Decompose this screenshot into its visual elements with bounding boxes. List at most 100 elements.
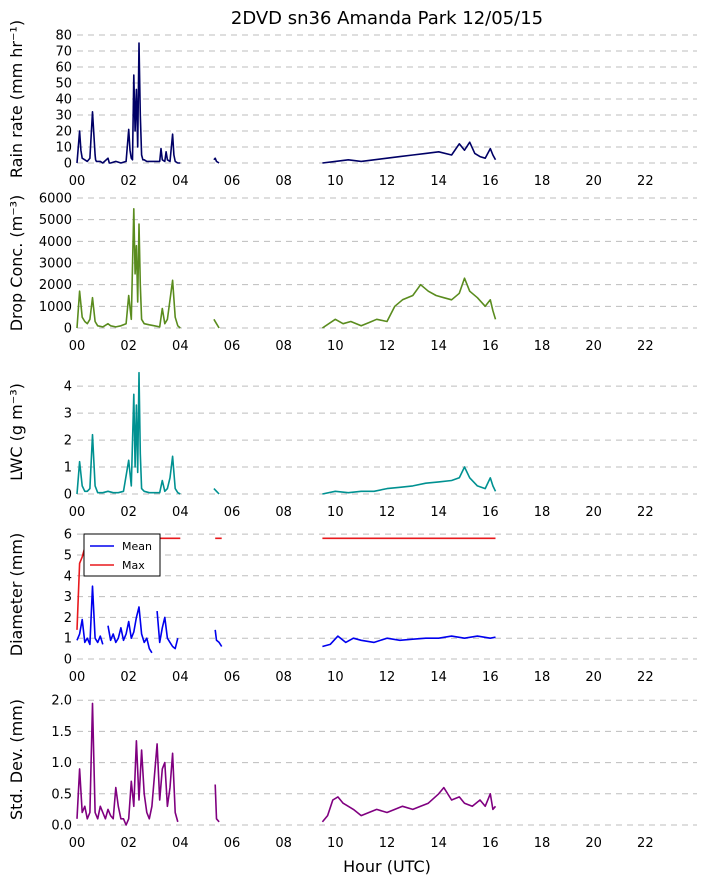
y-tick-label: 10	[55, 141, 72, 156]
x-tick-label: 08	[275, 174, 292, 189]
x-tick-label: 06	[224, 339, 241, 354]
x-tick-label: 16	[482, 339, 499, 354]
x-tick-label: 12	[379, 836, 396, 851]
x-tick-label: 10	[327, 174, 344, 189]
y-tick-label: 40	[55, 93, 72, 108]
x-tick-label: 22	[637, 339, 654, 354]
y-tick-label: 1000	[39, 300, 72, 315]
x-tick-label: 18	[534, 836, 551, 851]
legend-entry: Max	[122, 559, 145, 572]
y-tick-label: 1.0	[51, 756, 72, 771]
y-tick-label: 0	[64, 653, 72, 668]
x-tick-label: 08	[275, 505, 292, 520]
y-tick-label: 30	[55, 109, 72, 124]
y-tick-label: 80	[55, 29, 72, 44]
y-axis-label: Rain rate (mm hr⁻¹)	[7, 20, 26, 178]
series-line	[76, 42, 497, 164]
x-tick-label: 18	[534, 505, 551, 520]
series-line	[76, 702, 497, 826]
panel-5: 0.0 0.5 1.0 1.5 2.0 00 02 04 06 08 10 12 14 16 18 20 22 S…	[7, 694, 697, 851]
x-tick-label: 00	[69, 505, 86, 520]
x-axis-label: Hour (UTC)	[343, 857, 431, 876]
y-tick-label: 0	[64, 488, 72, 503]
x-tick-label: 16	[482, 174, 499, 189]
y-tick-label: 1	[64, 461, 72, 476]
x-tick-label: 22	[637, 670, 654, 685]
x-tick-label: 14	[430, 505, 447, 520]
x-tick-label: 18	[534, 670, 551, 685]
x-tick-label: 14	[430, 339, 447, 354]
x-tick-label: 12	[379, 339, 396, 354]
y-tick-label: 4000	[39, 235, 72, 250]
y-tick-label: 3	[64, 590, 72, 605]
y-tick-label: 0.5	[51, 787, 72, 802]
y-tick-label: 3000	[39, 257, 72, 272]
series-line-mean	[76, 585, 496, 654]
x-tick-label: 18	[534, 174, 551, 189]
x-tick-label: 14	[430, 836, 447, 851]
x-tick-label: 16	[482, 836, 499, 851]
legend-box	[83, 533, 161, 577]
y-tick-label: 2.0	[51, 694, 72, 709]
x-tick-label: 04	[172, 505, 189, 520]
y-tick-label: 5	[64, 548, 72, 563]
x-tick-label: 22	[637, 505, 654, 520]
x-tick-label: 08	[275, 339, 292, 354]
x-tick-label: 20	[585, 670, 602, 685]
x-tick-label: 02	[120, 505, 137, 520]
x-tick-label: 12	[379, 670, 396, 685]
x-tick-label: 00	[69, 670, 86, 685]
x-tick-label: 02	[120, 174, 137, 189]
x-tick-label: 06	[224, 505, 241, 520]
x-tick-label: 22	[637, 174, 654, 189]
y-tick-label: 60	[55, 61, 72, 76]
x-tick-label: 08	[275, 836, 292, 851]
x-tick-label: 20	[585, 505, 602, 520]
x-tick-label: 10	[327, 339, 344, 354]
series-line	[76, 371, 497, 495]
x-tick-label: 04	[172, 174, 189, 189]
x-tick-label: 02	[120, 670, 137, 685]
y-tick-label: 6000	[39, 192, 72, 207]
y-tick-label: 5000	[39, 213, 72, 228]
x-tick-label: 16	[482, 505, 499, 520]
y-tick-label: 20	[55, 125, 72, 140]
panel-2: 0 1000 2000 3000 4000 5000 6000 00 02 04 06 08 10 12 1…	[7, 192, 697, 354]
x-tick-label: 04	[172, 339, 189, 354]
x-tick-label: 22	[637, 836, 654, 851]
legend-entry: Mean	[122, 540, 152, 553]
x-tick-label: 20	[585, 174, 602, 189]
x-tick-label: 08	[275, 670, 292, 685]
y-tick-label: 1	[64, 632, 72, 647]
figure-title: 2DVD sn36 Amanda Park 12/05/15	[231, 8, 543, 29]
y-tick-label: 2	[64, 611, 72, 626]
x-tick-label: 00	[69, 836, 86, 851]
x-tick-label: 20	[585, 339, 602, 354]
x-tick-label: 02	[120, 836, 137, 851]
y-tick-label: 2000	[39, 278, 72, 293]
x-tick-label: 14	[430, 174, 447, 189]
legend: Mean Max	[83, 533, 161, 577]
x-tick-label: 10	[327, 670, 344, 685]
y-tick-label: 70	[55, 45, 72, 60]
series-line	[76, 208, 497, 329]
x-tick-label: 02	[120, 339, 137, 354]
y-tick-label: 6	[64, 528, 72, 543]
x-tick-label: 10	[327, 505, 344, 520]
y-tick-label: 0	[64, 322, 72, 337]
y-tick-label: 3	[64, 407, 72, 422]
y-tick-label: 0	[64, 157, 72, 172]
x-tick-label: 12	[379, 174, 396, 189]
y-axis-label: Std. Dev. (mm)	[7, 699, 26, 820]
x-tick-label: 20	[585, 836, 602, 851]
x-tick-label: 04	[172, 836, 189, 851]
x-tick-label: 06	[224, 836, 241, 851]
y-tick-label: 4	[64, 569, 72, 584]
x-tick-label: 06	[224, 670, 241, 685]
y-tick-label: 1.5	[51, 725, 72, 740]
